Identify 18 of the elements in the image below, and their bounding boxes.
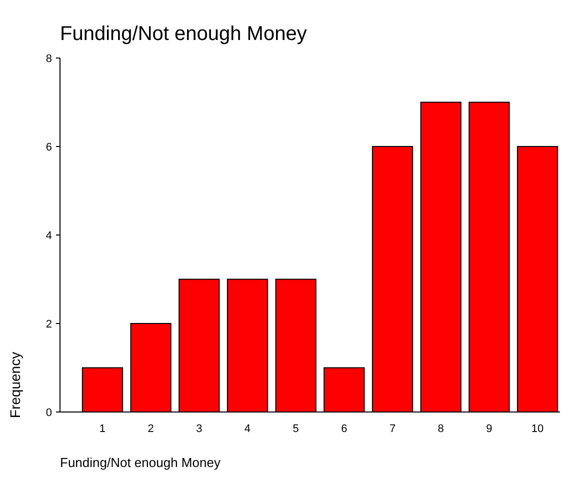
x-tick-label: 1 [99,423,106,435]
x-tick-label: 6 [341,423,348,435]
x-tick-label: 10 [531,423,544,435]
x-tick-label: 2 [148,423,154,435]
y-tick-label: 0 [46,406,52,419]
x-axis-title: Funding/Not enough Money [60,455,221,470]
x-tick-label: 4 [244,423,251,435]
x-tick-label: 3 [196,423,202,435]
y-tick-label: 2 [46,318,52,330]
y-tick-label: 8 [46,52,52,65]
x-tick-label: 9 [486,423,492,435]
y-tick-label: 6 [46,141,52,154]
x-tick-label: 7 [389,423,396,435]
y-tick-label: 4 [46,230,52,242]
chart-title: Funding/Not enough Money [60,23,307,45]
y-axis-title: Frequency [7,352,23,418]
x-tick-label: 8 [438,423,444,435]
x-tick-label: 5 [292,423,299,435]
